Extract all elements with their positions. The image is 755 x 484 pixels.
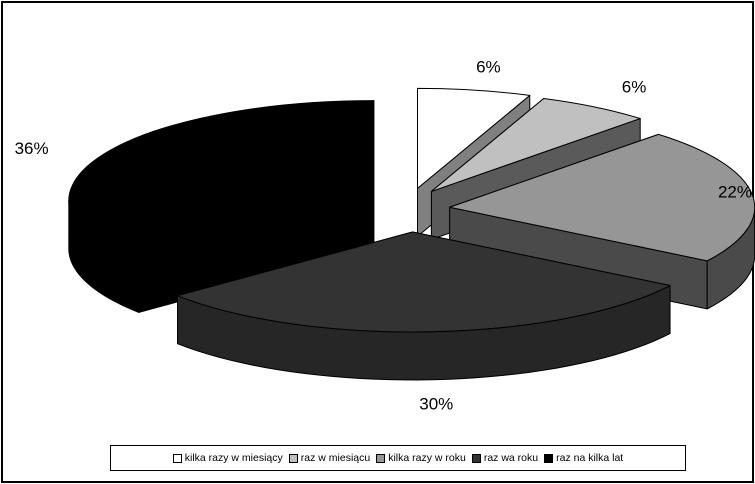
pie-labels: 6% 6% 22% 30% 36%: [15, 58, 752, 414]
legend-item-0: kilka razy w miesiący: [172, 452, 283, 464]
legend-item-4: raz na kilka lat: [544, 452, 623, 464]
pie-slice-3-top: [177, 231, 671, 333]
legend-item-2: kilka razy w roku: [376, 452, 466, 464]
pie-slice-label-4: 36%: [15, 139, 49, 158]
pie-slice-2-top: [449, 133, 755, 262]
legend-swatch-3: [471, 453, 481, 463]
pie-slice-label-3: 30%: [419, 395, 453, 414]
pie-slice-label-0: 6%: [476, 58, 501, 77]
legend-label-2: kilka razy w roku: [388, 452, 466, 464]
pie-slice-label-1: 6%: [622, 78, 647, 97]
pie-slice-1-top: [430, 97, 641, 192]
pie-slice-label-2: 22%: [718, 183, 752, 202]
legend-swatch-0: [172, 453, 182, 463]
pie-slice-3: [177, 231, 671, 381]
legend-swatch-4: [544, 453, 554, 463]
legend-item-1: raz w miesiącu: [288, 452, 371, 464]
legend-swatch-1: [288, 453, 298, 463]
legend-label-1: raz w miesiącu: [300, 452, 371, 464]
pie-slice-4-top: [68, 100, 375, 265]
legend-label-3: raz wa roku: [483, 452, 539, 464]
pie-slices: [68, 87, 755, 381]
legend-label-0: kilka razy w miesiący: [184, 452, 283, 464]
legend-swatch-2: [376, 453, 386, 463]
legend-label-4: raz na kilka lat: [556, 452, 624, 464]
pie-slice-0-top: [417, 87, 531, 189]
legend: kilka razy w miesiący raz w miesiącu kil…: [110, 445, 686, 471]
pie-slice-4: [68, 100, 375, 313]
legend-item-3: raz wa roku: [471, 452, 539, 464]
